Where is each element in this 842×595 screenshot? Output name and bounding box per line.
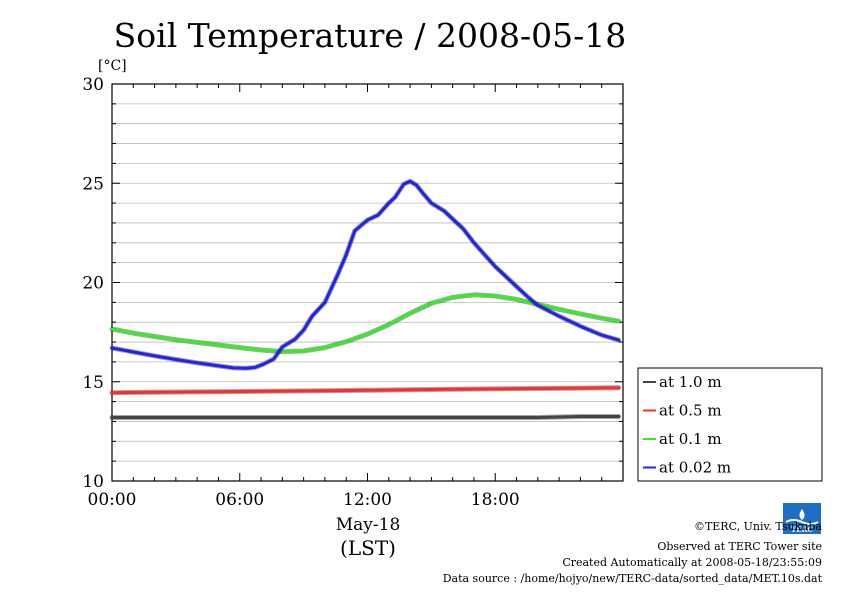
x-tick-label: 00:00 [88,490,137,510]
series-group [109,178,622,420]
y-tick-label: 20 [82,274,104,294]
x-axis-date-label: May-18 [336,515,401,535]
chart-title: Soil Temperature / 2008-05-18 [114,16,627,55]
y-tick-label: 30 [82,75,104,95]
legend-label: at 0.5 m [659,402,722,420]
copyright-text: ©TERC, Univ. Tsukuba [694,520,822,533]
source-text: Data source : /home/hojyo/new/TERC-data/… [443,572,823,585]
terc-logo: TERC [783,503,821,534]
x-tick-label: 12:00 [343,490,392,510]
x-tick-label: 06:00 [215,490,264,510]
y-axis-label: [°C] [98,58,127,74]
series-shadow [109,292,622,355]
legend: at 1.0 m at 0.5 m at 0.1 m at 0.02 m [637,367,823,482]
legend-label: at 1.0 m [659,373,722,391]
y-tick-label: 15 [82,373,104,393]
legend-box [637,367,823,482]
axis-ticks: 10 15 20 25 30 00:00 06:00 12:00 18:00 [82,75,623,510]
y-tick-label: 25 [82,174,104,194]
observed-text: Observed at TERC Tower site [657,540,822,553]
x-axis-unit-label: (LST) [340,536,396,560]
grid-lines [112,103,623,462]
series-line [110,179,621,370]
logo-text: TERC [791,525,813,534]
series-line [110,386,621,395]
legend-label: at 0.1 m [659,430,722,448]
y-tick-label: 10 [82,472,104,492]
x-tick-label: 18:00 [471,490,520,510]
created-text: Created Automatically at 2008-05-18/23:5… [562,556,822,569]
legend-label: at 0.02 m [659,459,731,477]
series-line [110,415,621,419]
